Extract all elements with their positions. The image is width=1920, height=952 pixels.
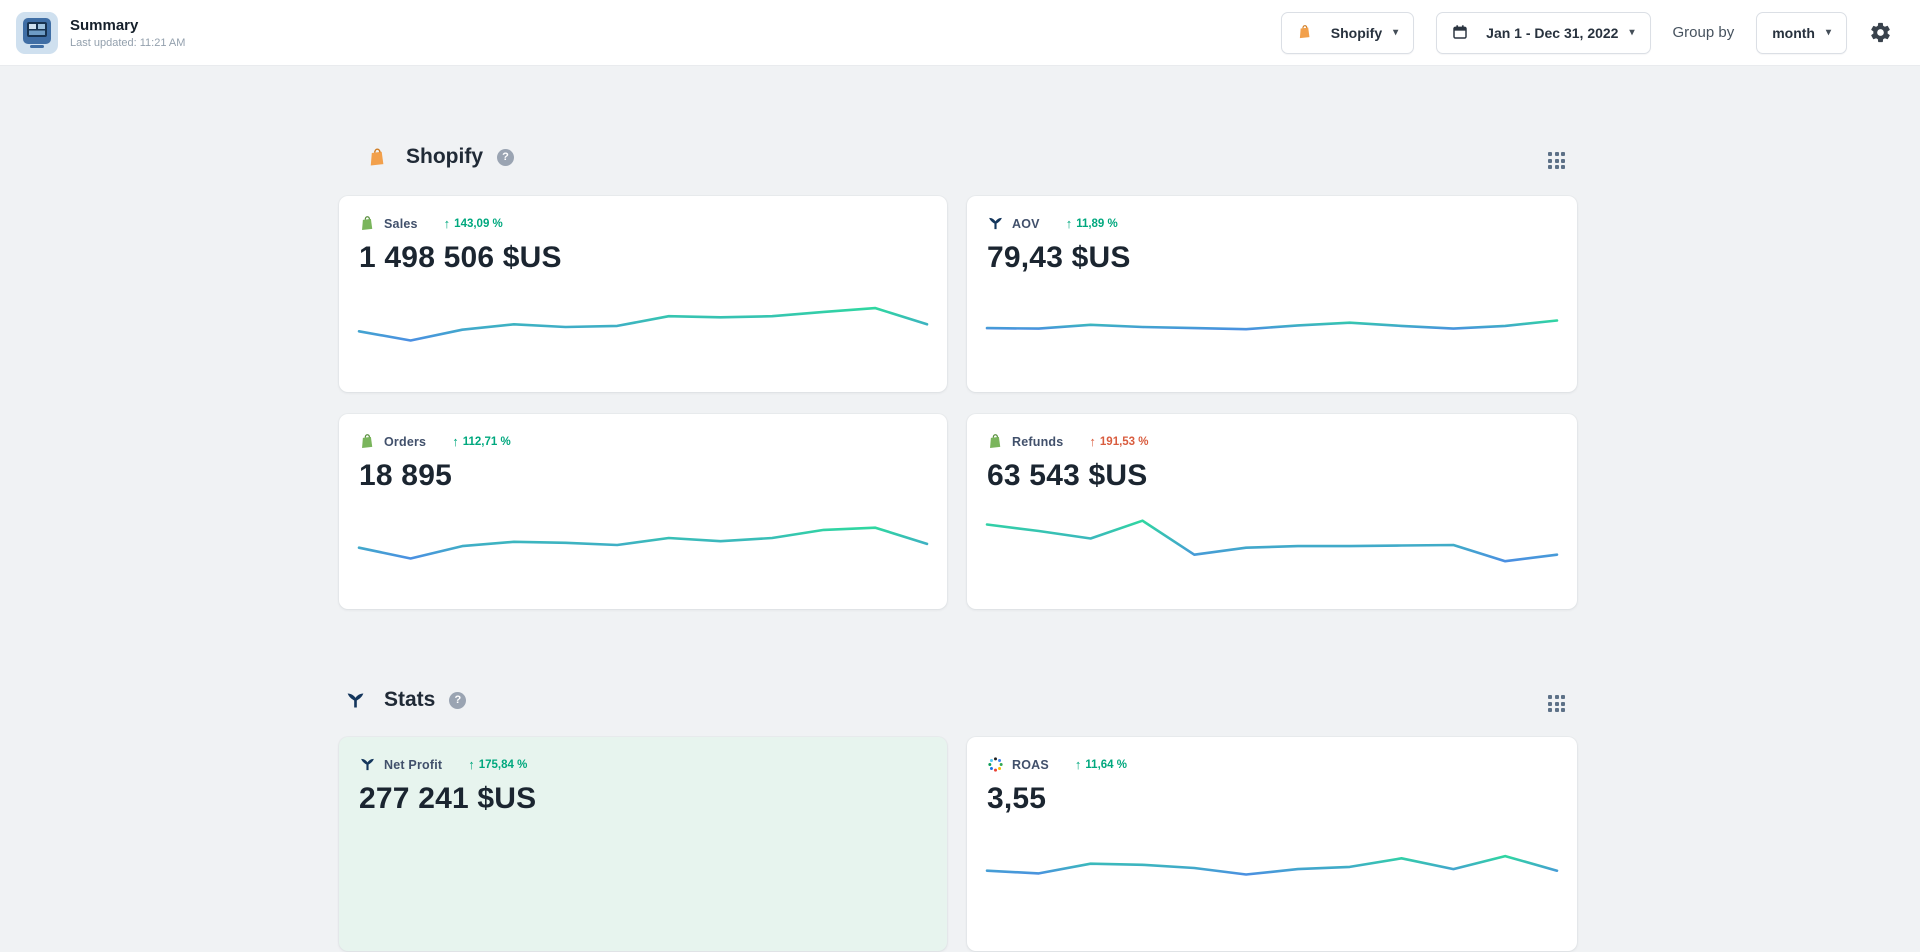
source-picker-value: Shopify bbox=[1330, 24, 1383, 41]
metric-label: Refunds bbox=[1012, 434, 1064, 449]
header-controls: Shopify ▾ Jan 1 - Dec 31, 2022 ▾ Group b… bbox=[1280, 11, 1892, 54]
metric-change: ↑ 175,84 % bbox=[468, 757, 527, 772]
group-by-value: month bbox=[1772, 24, 1815, 41]
arrow-up-icon: ↑ bbox=[1065, 216, 1073, 231]
metric-change-value: 175,84 % bbox=[478, 758, 528, 771]
channels-dots-icon bbox=[987, 756, 1004, 773]
sparkline-chart bbox=[357, 298, 929, 356]
metric-label: Orders bbox=[384, 434, 427, 449]
chevron-down-icon: ▾ bbox=[1825, 27, 1831, 38]
last-updated: Last updated: 11:21 AM bbox=[70, 36, 186, 49]
help-icon[interactable]: ? bbox=[497, 148, 514, 166]
arrow-up-icon: ↑ bbox=[1074, 757, 1082, 772]
section-header-stats: Stats ? bbox=[345, 688, 467, 712]
arrow-up-icon: ↑ bbox=[1089, 434, 1096, 449]
sparkline-chart bbox=[357, 839, 929, 897]
arrow-up-icon: ↑ bbox=[468, 757, 475, 772]
shopify-bag-icon bbox=[359, 215, 376, 232]
shopify-icon bbox=[1297, 24, 1314, 41]
metric-change-value: 11,64 % bbox=[1085, 758, 1127, 771]
chevron-down-icon: ▾ bbox=[1629, 27, 1635, 38]
metric-change: ↑ 191,53 % bbox=[1089, 434, 1148, 449]
source-picker-button[interactable]: Shopify ▾ bbox=[1280, 11, 1415, 54]
triple-whale-icon bbox=[359, 756, 376, 773]
date-range-value: Jan 1 - Dec 31, 2022 bbox=[1486, 24, 1619, 41]
triple-whale-icon bbox=[987, 215, 1004, 232]
metric-header: Orders ↑ 112,71 % bbox=[359, 433, 927, 450]
metric-value: 79,43 $US bbox=[987, 241, 1131, 274]
metric-header: AOV ↑ 11,89 % bbox=[987, 215, 1557, 232]
metric-card-net-profit[interactable]: Net Profit ↑ 175,84 % 277 241 $US bbox=[339, 737, 947, 951]
section-grid-icon[interactable] bbox=[1548, 152, 1565, 169]
settings-gear-icon[interactable] bbox=[1869, 21, 1892, 44]
metric-change-value: 143,09 % bbox=[454, 217, 503, 230]
metric-change: ↑ 112,71 % bbox=[452, 434, 510, 449]
arrow-up-icon: ↑ bbox=[443, 216, 451, 231]
sparkline-chart bbox=[985, 516, 1559, 574]
shopify-bag-icon bbox=[359, 433, 376, 450]
app-logo-icon bbox=[16, 11, 58, 54]
sparkline-chart bbox=[985, 839, 1559, 897]
metric-value: 18 895 bbox=[359, 459, 452, 492]
metric-card-aov[interactable]: AOV ↑ 11,89 % 79,43 $US bbox=[967, 196, 1577, 392]
metric-label: ROAS bbox=[1012, 757, 1049, 772]
metric-value: 1 498 506 $US bbox=[359, 241, 562, 274]
section-header-shopify: Shopify ? bbox=[367, 145, 514, 169]
metric-value: 63 543 $US bbox=[987, 459, 1148, 492]
metric-change: ↑ 11,89 % bbox=[1066, 216, 1118, 231]
top-bar: Summary Last updated: 11:21 AM Shopify ▾ bbox=[0, 0, 1920, 66]
metric-value: 277 241 $US bbox=[359, 782, 537, 815]
metric-header: Net Profit ↑ 175,84 % bbox=[359, 756, 927, 773]
date-range-button[interactable]: Jan 1 - Dec 31, 2022 ▾ bbox=[1436, 11, 1651, 54]
metric-header: Sales ↑ 143,09 % bbox=[359, 215, 927, 232]
metric-change: ↑ 11,64 % bbox=[1075, 757, 1127, 772]
metric-change-value: 11,89 % bbox=[1076, 217, 1118, 230]
calendar-icon bbox=[1452, 24, 1469, 41]
page-heading: Summary Last updated: 11:21 AM bbox=[70, 17, 185, 49]
metric-change: ↑ 143,09 % bbox=[444, 216, 503, 231]
metric-header: ROAS ↑ 11,64 % bbox=[987, 756, 1557, 773]
metric-change-value: 191,53 % bbox=[1099, 435, 1149, 448]
metric-value: 3,55 bbox=[987, 782, 1047, 815]
app-identity: Summary Last updated: 11:21 AM bbox=[16, 11, 185, 54]
group-by-label: Group by bbox=[1672, 24, 1735, 41]
metric-change-value: 112,71 % bbox=[462, 435, 511, 448]
metric-card-sales[interactable]: Sales ↑ 143,09 % 1 498 506 $US bbox=[339, 196, 947, 392]
metric-label: AOV bbox=[1012, 216, 1040, 231]
shopify-bag-icon bbox=[987, 433, 1004, 450]
sparkline-chart bbox=[985, 298, 1559, 356]
metric-card-orders[interactable]: Orders ↑ 112,71 % 18 895 bbox=[339, 414, 947, 609]
triple-whale-icon bbox=[345, 690, 366, 711]
section-title: Stats bbox=[384, 688, 436, 711]
arrow-up-icon: ↑ bbox=[452, 434, 459, 449]
group-by-select[interactable]: month ▾ bbox=[1756, 11, 1847, 54]
metric-header: Refunds ↑ 191,53 % bbox=[987, 433, 1557, 450]
metric-label: Sales bbox=[384, 216, 418, 231]
chevron-down-icon: ▾ bbox=[1393, 27, 1399, 38]
section-grid-icon[interactable] bbox=[1548, 695, 1565, 712]
metric-card-roas[interactable]: ROAS ↑ 11,64 % 3,55 bbox=[967, 737, 1577, 951]
help-icon[interactable]: ? bbox=[449, 691, 467, 709]
shopify-icon bbox=[367, 147, 388, 168]
sparkline-chart bbox=[357, 516, 929, 574]
metric-label: Net Profit bbox=[384, 757, 443, 772]
page-title: Summary bbox=[70, 16, 139, 34]
metric-card-refunds[interactable]: Refunds ↑ 191,53 % 63 543 $US bbox=[967, 414, 1577, 609]
section-title: Shopify bbox=[406, 145, 483, 168]
